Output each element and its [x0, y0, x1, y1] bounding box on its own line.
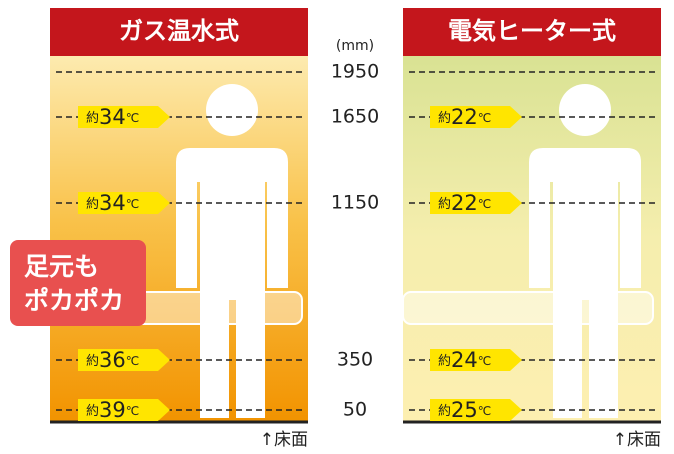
- height-label: 350: [337, 349, 373, 371]
- temp-prefix: 約: [86, 197, 99, 212]
- temp-value: 22: [451, 105, 478, 129]
- temp-prefix: 約: [86, 111, 99, 126]
- temp-prefix: 約: [438, 111, 451, 126]
- temp-value: 34: [99, 191, 126, 215]
- temp-unit: ℃: [126, 354, 139, 368]
- temp-unit: ℃: [478, 354, 491, 368]
- height-label: 1650: [331, 106, 379, 128]
- bed: [403, 292, 653, 324]
- height-label: 1150: [331, 192, 379, 214]
- temp-value: 34: [99, 105, 126, 129]
- temp-unit: ℃: [478, 404, 491, 418]
- temp-unit: ℃: [478, 197, 491, 211]
- height-label: 1950: [331, 61, 379, 83]
- temp-unit: ℃: [478, 111, 491, 125]
- comparison-diagram: 足元も ポカポカ (mm) 1950 1650 1150 350 50 ガス温水式 ↑床面 約…: [0, 0, 674, 454]
- temp-value: 24: [451, 348, 478, 372]
- temp-prefix: 約: [86, 404, 99, 419]
- height-label: 50: [343, 399, 367, 421]
- panel-title: 電気ヒーター式: [448, 17, 616, 45]
- temp-unit: ℃: [126, 111, 139, 125]
- temp-prefix: 約: [438, 354, 451, 369]
- temp-value: 39: [99, 398, 126, 422]
- callout: 足元も ポカポカ: [10, 240, 146, 326]
- panel-title: ガス温水式: [119, 17, 239, 45]
- floor-label: ↑床面: [613, 430, 661, 450]
- unit-label: (mm): [336, 38, 374, 54]
- temp-value: 25: [451, 398, 478, 422]
- temp-prefix: 約: [86, 354, 99, 369]
- temp-prefix: 約: [438, 197, 451, 212]
- temp-value: 36: [99, 348, 126, 372]
- temp-unit: ℃: [126, 197, 139, 211]
- temp-prefix: 約: [438, 404, 451, 419]
- callout-line: ポカポカ: [24, 286, 124, 315]
- temp-unit: ℃: [126, 404, 139, 418]
- floor-label: ↑床面: [260, 430, 308, 450]
- temp-value: 22: [451, 191, 478, 215]
- callout-line: 足元も: [24, 252, 99, 281]
